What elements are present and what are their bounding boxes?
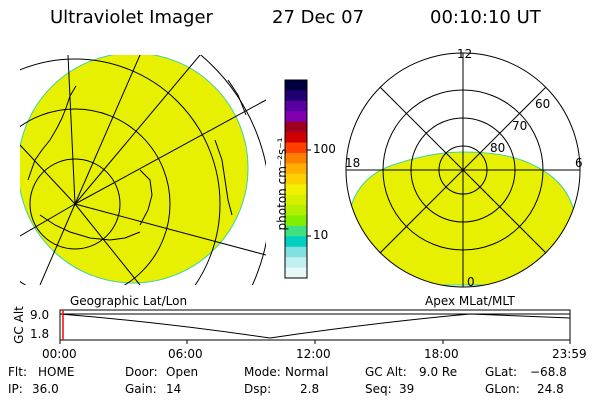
colorbar-segment	[285, 236, 307, 248]
door-label: Door:	[125, 365, 158, 379]
seq-value: 39	[399, 382, 415, 396]
mlat-label-60: 60	[535, 97, 551, 111]
right-image-fill	[346, 151, 580, 286]
instrument-title: Ultraviolet Imager	[50, 7, 213, 28]
lon-line-5	[74, 99, 266, 205]
flt-value: HOME	[38, 365, 75, 379]
coastline-2	[39, 214, 141, 241]
gcalt-label: GC Alt:	[365, 365, 407, 379]
time-tick-0000: 00:00	[42, 347, 77, 361]
mlt-label-6: 6	[575, 156, 583, 170]
colorbar-segment	[285, 132, 307, 144]
colorbar-unit-label: photon cm⁻²s⁻¹	[275, 137, 289, 231]
ip-label: IP:	[8, 382, 23, 396]
lon-line-8	[39, 203, 76, 285]
colorbar-segment	[285, 111, 307, 123]
lon-line-6	[74, 203, 266, 256]
mlt-label-0: 0	[467, 275, 475, 289]
gain-label: Gain:	[125, 382, 157, 396]
lon-line-1	[20, 144, 76, 205]
colorbar-segment	[285, 100, 307, 112]
colorbar-segment	[285, 215, 307, 227]
gcalt-value: 9.0 Re	[419, 365, 458, 379]
lon-line-4	[74, 55, 201, 205]
mode-value: Normal	[285, 365, 329, 379]
mode-label: Mode:	[244, 365, 281, 379]
colorbar-segment	[285, 90, 307, 102]
left-image-disk	[20, 55, 249, 284]
colorbar-segment	[285, 184, 307, 196]
door-value: Open	[166, 365, 199, 379]
mlat-label-70: 70	[512, 119, 528, 133]
colorbar-label-100: 100	[313, 142, 336, 156]
altitude-strip	[59, 309, 571, 344]
color-bar	[285, 80, 307, 279]
colorbar-segment	[285, 142, 307, 154]
altitude-curve	[59, 313, 571, 339]
lon-line-2	[67, 55, 76, 205]
colorbar-segment	[285, 205, 307, 216]
mlat-mlt-panel	[345, 52, 581, 288]
lat-circle-1	[29, 158, 121, 250]
gain-value: 14	[166, 382, 182, 396]
colorbar-segment	[285, 225, 307, 237]
lat-circle-3	[20, 58, 221, 285]
lon-line-3	[74, 55, 141, 205]
ip-value: 36.0	[32, 382, 59, 396]
polar-grid	[345, 52, 581, 288]
coastline-5	[227, 79, 247, 116]
time-tick-1800: 18:00	[424, 347, 459, 361]
coastline-4	[214, 139, 233, 216]
time-tick-2359: 23:59	[552, 347, 587, 361]
mlt-label-12: 12	[457, 47, 473, 61]
lat-circle-2	[20, 108, 171, 285]
colorbar-segment	[285, 267, 307, 279]
time-tick-1200: 12:00	[296, 347, 331, 361]
time-label: 00:10:10 UT	[430, 7, 541, 28]
dsp-label: Dsp:	[244, 382, 272, 396]
colorbar-segment	[285, 173, 307, 185]
mlt-line-diag-2	[379, 86, 547, 254]
color-bar-frame	[284, 79, 308, 279]
mlat-label-80: 80	[490, 141, 506, 155]
colorbar-segment	[285, 152, 307, 164]
date-label: 27 Dec 07	[272, 7, 365, 28]
altitude-axis-label: GC Alt	[12, 306, 26, 344]
dsp-value: 2.8	[300, 382, 320, 396]
glon-value: 24.8	[537, 382, 564, 396]
colorbar-label-10: 10	[313, 228, 329, 242]
colorbar-segment	[285, 246, 307, 258]
apex-caption: Apex MLat/MLT	[425, 294, 515, 308]
geographic-image-panel	[20, 55, 266, 285]
geographic-grid	[20, 55, 266, 285]
coastline-3	[139, 169, 153, 226]
coastline-1	[27, 85, 77, 181]
colorbar-segment	[285, 80, 307, 91]
lon-line-7	[74, 203, 141, 285]
altitude-tick-1-8: 1.8	[30, 327, 50, 341]
glon-label: GLon:	[485, 382, 520, 396]
altitude-tick-9: 9.0	[30, 308, 50, 322]
colorbar-segment	[285, 194, 307, 206]
glat-value: −68.8	[530, 365, 567, 379]
colorbar-segment	[285, 257, 307, 269]
coastlines	[27, 79, 247, 241]
mlt-label-18: 18	[345, 156, 361, 170]
flt-label: Flt:	[8, 365, 27, 379]
colorbar-segment	[285, 163, 307, 175]
seq-label: Seq:	[365, 382, 392, 396]
colorbar-segment	[285, 121, 307, 133]
time-tick-0600: 06:00	[168, 347, 203, 361]
glat-label: GLat:	[485, 365, 518, 379]
geographic-caption: Geographic Lat/Lon	[70, 294, 188, 308]
